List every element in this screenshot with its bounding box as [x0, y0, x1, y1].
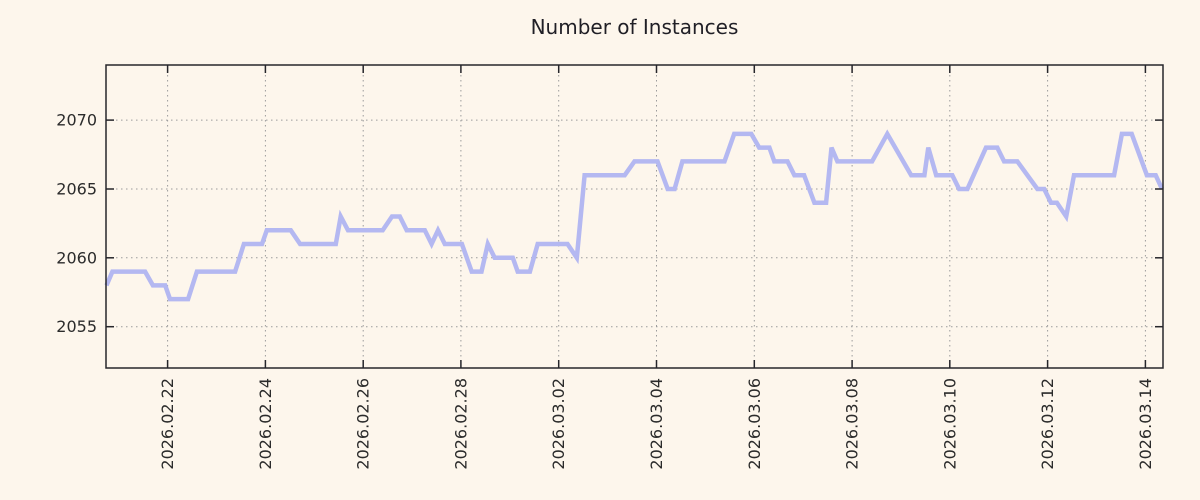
- x-tick-label: 2026.03.08: [843, 378, 862, 470]
- x-tick-label: 2026.02.24: [256, 378, 275, 470]
- x-tick-label: 2026.03.06: [745, 378, 764, 470]
- y-tick-label: 2060: [56, 248, 97, 267]
- series-line: [104, 129, 1165, 302]
- x-tick-label: 2026.03.10: [940, 378, 959, 470]
- x-tick-label: 2026.03.04: [647, 378, 666, 470]
- y-tick-label: 2070: [56, 111, 97, 130]
- plot-border: [105, 64, 1164, 369]
- y-tick-label: 2065: [56, 180, 97, 199]
- x-tick-label: 2026.03.12: [1038, 378, 1057, 470]
- x-tick-label: 2026.02.28: [451, 378, 470, 470]
- x-tick-label: 2026.03.02: [549, 378, 568, 470]
- x-tick-label: 2026.03.14: [1136, 378, 1155, 470]
- y-tick-label: 2055: [56, 317, 97, 336]
- x-tick-label: 2026.02.22: [158, 378, 177, 470]
- chart-title: Number of Instances: [530, 15, 739, 39]
- x-tick-label: 2026.02.26: [354, 378, 373, 470]
